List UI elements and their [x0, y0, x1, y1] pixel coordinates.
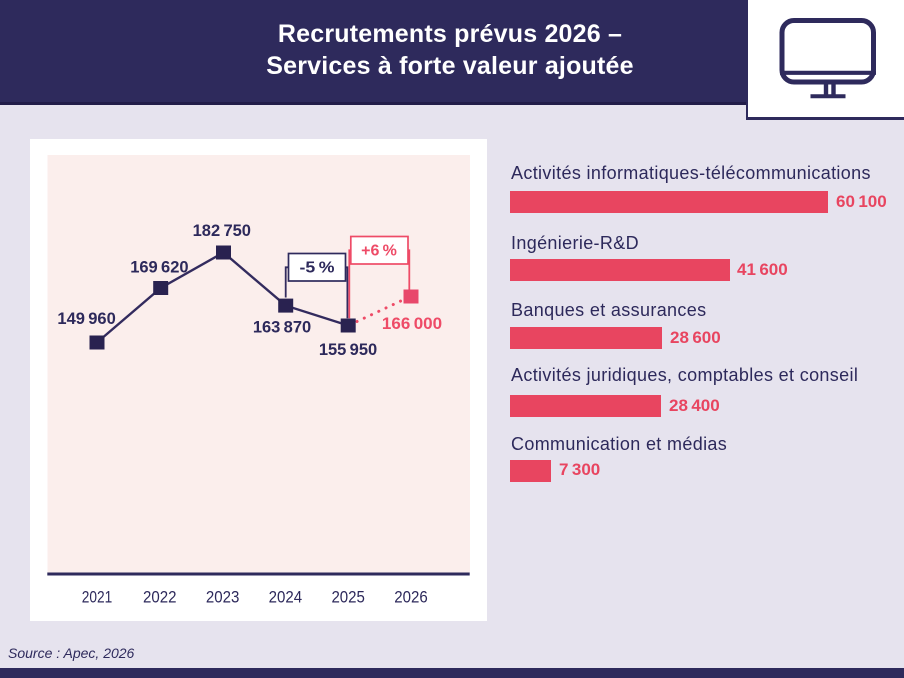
svg-text:2026: 2026	[394, 589, 428, 607]
svg-text:155 950: 155 950	[319, 341, 377, 359]
svg-text:+6 %: +6 %	[361, 243, 397, 260]
svg-text:2022: 2022	[143, 589, 177, 607]
svg-text:2023: 2023	[206, 589, 240, 607]
svg-text:-5 %: -5 %	[300, 260, 335, 277]
svg-text:2024: 2024	[269, 589, 303, 607]
svg-text:2021: 2021	[82, 589, 113, 607]
svg-text:163 870: 163 870	[253, 319, 311, 337]
svg-text:182 750: 182 750	[193, 222, 251, 240]
svg-text:169 620: 169 620	[130, 259, 188, 277]
svg-text:2025: 2025	[331, 589, 365, 607]
svg-text:149 960: 149 960	[57, 310, 115, 328]
svg-text:166 000: 166 000	[382, 314, 442, 333]
